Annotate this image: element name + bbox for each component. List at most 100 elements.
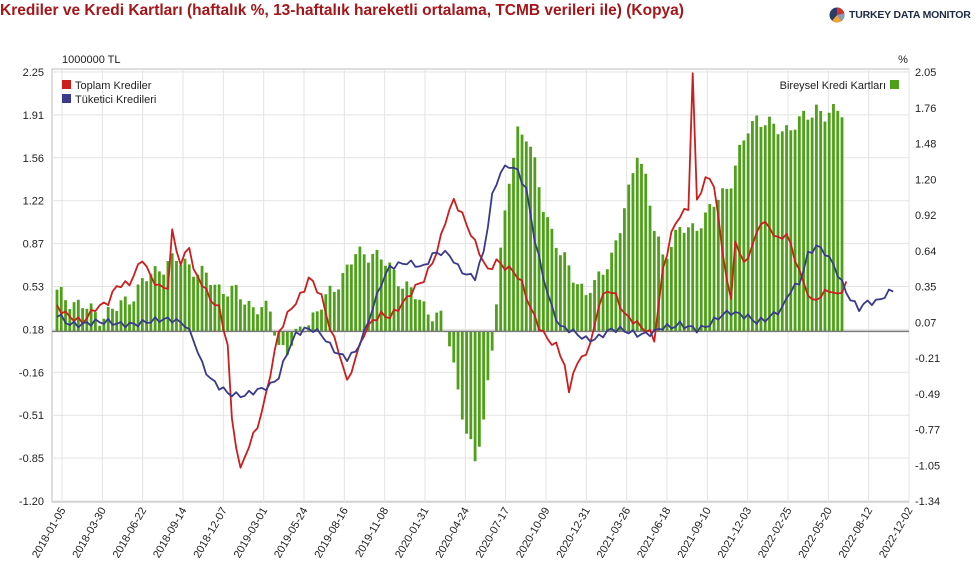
bar-kredi-karti: [448, 331, 451, 347]
bar-kredi-karti: [661, 254, 665, 332]
bar-kredi-karti: [618, 233, 622, 332]
bar-kredi-karti: [473, 331, 477, 462]
bar-kredi-karti: [426, 314, 430, 332]
bar-kredi-karti: [456, 331, 460, 390]
legend-label-toplam: Toplam Krediler: [75, 80, 152, 92]
bar-kredi-karti: [682, 232, 686, 332]
bar-kredi-karti: [695, 230, 699, 332]
bar-kredi-karti: [68, 309, 72, 332]
bar-kredi-karti: [482, 331, 486, 420]
right-axis-ticks: 2.05 1.76 1.48 1.20 0.92 0.64 0.35 0.07 -0.21 -0.…: [915, 67, 940, 508]
bar-kredi-karti: [315, 311, 319, 332]
x-tick-label: 2021-06-18: [635, 506, 674, 561]
legend-left: Toplam Krediler Tüketici Kredileri: [62, 80, 156, 106]
bar-kredi-karti: [507, 183, 511, 332]
bar-kredi-karti: [827, 112, 831, 332]
x-tick-label: 2020-01-31: [393, 506, 432, 561]
left-tick-label: -0.85: [19, 453, 44, 465]
bar-kredi-karti: [247, 300, 251, 332]
logo-text: TURKEY DATA MONITOR: [849, 9, 971, 21]
bar-kredi-karti: [563, 252, 567, 332]
bar-kredi-karti: [136, 284, 140, 332]
x-tick-label: 2019-11-08: [353, 506, 391, 560]
legend-swatch-tuketici: [62, 94, 71, 103]
x-tick-label: 2018-03-30: [70, 506, 109, 561]
right-tick-label: 0.07: [915, 317, 936, 329]
bar-kredi-karti: [567, 265, 571, 332]
bar-kredi-karti: [836, 110, 840, 332]
x-tick-label: 2021-03-26: [595, 506, 634, 561]
bar-kredi-karti: [413, 299, 417, 332]
bar-kredi-karti: [277, 331, 281, 346]
bar-kredi-karti: [221, 293, 225, 332]
bar-series-group: [55, 104, 844, 462]
bar-kredi-karti: [345, 264, 349, 332]
right-tick-label: 0.35: [915, 282, 936, 294]
bar-kredi-karti: [763, 125, 767, 332]
bar-kredi-karti: [379, 259, 383, 332]
bar-kredi-karti: [469, 331, 473, 440]
bar-kredi-karti: [384, 265, 387, 332]
bar-kredi-karti: [243, 304, 247, 332]
x-tick-label: 2019-08-16: [312, 506, 351, 561]
chart-title: Krediler ve Kredi Kartları (haftalık %, …: [0, 2, 684, 19]
bar-kredi-karti: [512, 157, 515, 332]
bar-kredi-karti: [396, 286, 400, 332]
bar-kredi-karti: [375, 249, 379, 332]
bar-kredi-karti: [593, 280, 596, 332]
bar-kredi-karti: [623, 208, 626, 332]
bar-kredi-karti: [358, 246, 362, 332]
bar-kredi-karti: [170, 253, 174, 332]
bar-kredi-karti: [290, 331, 294, 346]
x-tick-label: 2021-09-10: [675, 506, 714, 561]
bar-kredi-karti: [388, 262, 392, 332]
bar-kredi-karti: [367, 262, 370, 332]
bar-kredi-karti: [183, 258, 187, 332]
bar-kredi-karti: [192, 276, 195, 332]
bar-kredi-karti: [162, 274, 166, 332]
x-tick-label: 2018-06-22: [111, 506, 150, 561]
bar-kredi-karti: [648, 205, 652, 332]
bar-kredi-karti: [200, 265, 204, 332]
bar-kredi-karti: [59, 286, 63, 332]
bar-kredi-karti: [802, 110, 806, 332]
bar-kredi-karti: [806, 119, 810, 332]
right-tick-label: -1.34: [915, 496, 940, 508]
bar-kredi-karti: [780, 131, 784, 332]
x-tick-label: 2018-01-05: [30, 506, 69, 561]
bar-kredi-karti: [840, 117, 844, 332]
bar-kredi-karti: [725, 188, 729, 332]
left-axis-ticks: 2.25 1.91 1.56 1.22 0.87 0.53 0.18 -0.16 -0.51 -0…: [19, 67, 44, 508]
bar-kredi-karti: [273, 331, 276, 336]
right-tick-label: 0.92: [915, 210, 936, 222]
bar-kredi-karti: [115, 311, 119, 332]
right-axis-unit: %: [898, 54, 908, 66]
bar-kredi-karti: [576, 284, 579, 332]
x-tick-label: 2020-04-24: [433, 506, 472, 561]
bar-kredi-karti: [213, 284, 217, 332]
bar-kredi-karti: [81, 308, 84, 332]
left-tick-label: 1.56: [23, 153, 44, 165]
right-tick-label: -0.77: [915, 425, 940, 437]
left-tick-label: 0.18: [23, 324, 44, 336]
bar-kredi-karti: [281, 331, 285, 346]
legend-label-tuketici: Tüketici Kredileri: [75, 94, 156, 106]
right-tick-label: 1.20: [915, 174, 936, 186]
bar-kredi-karti: [776, 134, 780, 332]
bar-kredi-karti: [354, 254, 358, 332]
bar-kredi-karti: [226, 296, 230, 332]
bar-kredi-karti: [516, 126, 520, 332]
bar-kredi-karti: [704, 212, 707, 332]
right-tick-label: -0.49: [915, 389, 940, 401]
bar-kredi-karti: [657, 236, 660, 332]
bar-kredi-karti: [452, 331, 456, 363]
x-tick-label: 2022-05-20: [796, 506, 835, 561]
bar-kredi-karti: [55, 289, 59, 332]
bar-kredi-karti: [738, 144, 742, 332]
bar-kredi-karti: [401, 288, 404, 332]
bar-kredi-karti: [793, 129, 797, 332]
bar-kredi-karti: [785, 125, 788, 332]
bar-kredi-karti: [98, 325, 102, 332]
x-tick-label: 2020-10-09: [514, 506, 553, 561]
bar-kredi-karti: [140, 278, 144, 332]
